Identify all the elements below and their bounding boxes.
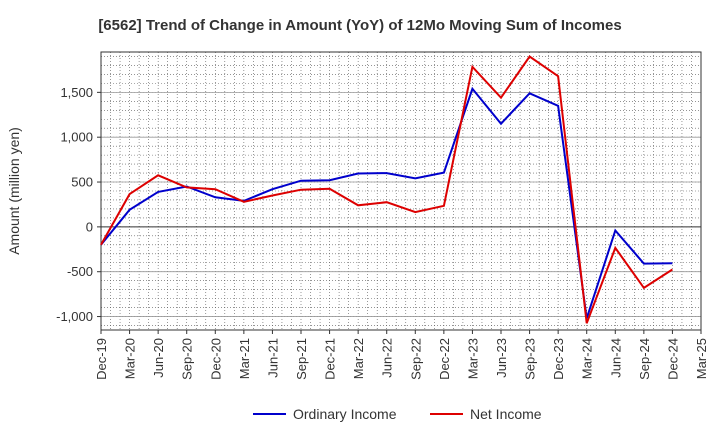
y-tick-label: 500	[71, 175, 93, 190]
y-tick-label: -500	[67, 264, 93, 279]
chart-title: [6562] Trend of Change in Amount (YoY) o…	[98, 17, 621, 34]
x-tick-label: Mar-24	[580, 338, 595, 379]
x-tick-label: Sep-21	[294, 338, 309, 380]
legend: Ordinary Income Net Income	[253, 406, 542, 422]
x-tick-label: Jun-21	[265, 338, 280, 378]
x-tick-label: Dec-22	[437, 338, 452, 380]
x-tick-label: Dec-24	[665, 338, 680, 380]
x-tick-label: Jun-20	[151, 338, 166, 378]
x-tick-label: Sep-20	[180, 338, 195, 380]
grid-lines	[100, 52, 702, 330]
legend-label: Ordinary Income	[293, 406, 397, 422]
x-tick-label: Mar-23	[465, 338, 480, 379]
x-tick-label: Jun-22	[380, 338, 395, 378]
x-tick-label: Mar-20	[123, 338, 138, 379]
series-line-net-income	[100, 55, 673, 324]
y-tick-labels: -1,000 -500 0 500 1,000 1,500	[56, 85, 93, 324]
x-tick-label: Sep-24	[637, 338, 652, 380]
series-lines	[100, 55, 673, 324]
x-tick-label: Dec-19	[94, 338, 109, 380]
x-tick-label: Dec-23	[551, 338, 566, 380]
y-axis-label: Amount (million yen)	[6, 127, 22, 255]
plot-frame	[100, 51, 702, 331]
y-tick-label: -1,000	[56, 309, 93, 324]
x-tick-label: Dec-20	[208, 338, 223, 380]
x-tick-label: Sep-23	[523, 338, 538, 380]
x-tick-label: Mar-22	[351, 338, 366, 379]
x-tick-label: Jun-23	[494, 338, 509, 378]
x-tick-label: Mar-25	[694, 338, 709, 379]
x-tick-labels: Dec-19 Mar-20 Jun-20 Sep-20 Dec-20 Mar-21 Jun-…	[94, 338, 709, 380]
x-tick-label: Jun-24	[608, 338, 623, 378]
x-tick-label: Dec-21	[323, 338, 338, 380]
x-tick-label: Mar-21	[237, 338, 252, 379]
y-tick-label: 0	[86, 219, 93, 234]
y-tick-label: 1,000	[60, 130, 93, 145]
y-tick-label: 1,500	[60, 85, 93, 100]
x-tick-label: Sep-22	[408, 338, 423, 380]
axes	[97, 51, 702, 334]
legend-label: Net Income	[470, 406, 542, 422]
